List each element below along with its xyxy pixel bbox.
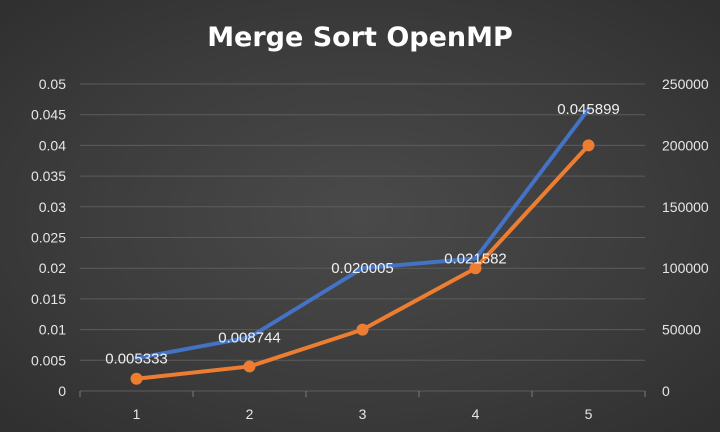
right-tick-label: 150000: [662, 199, 709, 215]
x-tick-label: 3: [359, 406, 367, 422]
right-tick-label: 0: [662, 383, 670, 399]
left-tick-label: 0: [58, 383, 66, 399]
right-tick-label: 100000: [662, 260, 709, 276]
left-tick-label: 0.025: [31, 230, 66, 246]
left-axis-ticks: 0 0.005 0.01 0.015 0.02 0.025 0.03 0.035 0.04 0.0…: [31, 76, 66, 399]
right-tick-label: 200000: [662, 137, 709, 153]
left-tick-label: 0.005: [31, 352, 66, 368]
series-point-1: [130, 372, 143, 385]
series-group: [130, 107, 595, 385]
data-label: 0.005333: [105, 350, 168, 367]
left-tick-label: 0.05: [39, 76, 66, 92]
left-tick-label: 0.045: [31, 107, 66, 123]
right-tick-label: 250000: [662, 76, 709, 92]
x-tick-label: 1: [133, 406, 141, 422]
data-label: 0.045899: [557, 101, 620, 118]
x-axis-ticks: 1 2 3 4 5: [79, 391, 646, 422]
left-tick-label: 0.01: [39, 322, 66, 338]
data-label: 0.021582: [444, 250, 507, 267]
left-tick-label: 0.04: [39, 137, 66, 153]
series-point-1: [582, 139, 595, 152]
left-tick-label: 0.02: [39, 260, 66, 276]
chart-title: Merge Sort OpenMP: [207, 22, 513, 53]
x-tick-label: 5: [585, 406, 593, 422]
series-point-1: [469, 262, 482, 275]
right-axis-ticks: 0 50000 100000 150000 200000 250000: [662, 76, 709, 399]
left-tick-label: 0.03: [39, 199, 66, 215]
gridlines: [80, 83, 645, 392]
x-tick-label: 2: [246, 406, 254, 422]
left-tick-label: 0.035: [31, 168, 66, 184]
left-tick-label: 0.015: [31, 291, 66, 307]
series-point-1: [356, 323, 369, 336]
x-tick-label: 4: [472, 406, 480, 422]
series-line-0: [134, 107, 591, 361]
right-tick-label: 50000: [662, 322, 701, 338]
data-label: 0.008744: [218, 329, 281, 346]
data-label: 0.020005: [331, 260, 394, 277]
data-labels: 0.005333 0.008744 0.020005 0.021582 0.045899: [105, 101, 620, 367]
series-point-1: [243, 360, 256, 373]
